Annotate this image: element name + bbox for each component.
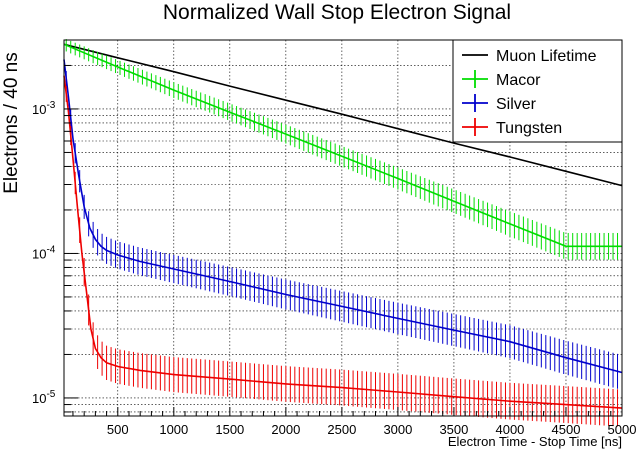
legend: Muon Lifetime Macor Silver Tungsten: [452, 39, 623, 143]
series-silver: [63, 59, 623, 389]
x-tick-label: 4000: [495, 422, 524, 437]
series-layer: [63, 39, 623, 427]
y-axis-label: Electrons / 40 ns: [1, 52, 22, 194]
x-axis-label: Electron Time - Stop Time [ns]: [448, 434, 622, 449]
series-error-bars: [65, 71, 619, 389]
x-tick-label: 2500: [327, 422, 356, 437]
x-tick-label: 500: [107, 422, 129, 437]
legend-label: Tungsten: [496, 120, 562, 137]
series-error-bars: [65, 85, 619, 427]
legend-label: Macor: [496, 72, 541, 89]
axes: 500 1000 1500 2000 2500 3000 3500 4000 4500 5000 1…: [32, 39, 637, 437]
series-line: [63, 43, 622, 248]
x-tick-label: 3000: [383, 422, 412, 437]
legend-label: Silver: [496, 96, 537, 113]
x-tick-label: 2000: [271, 422, 300, 437]
legend-box: [452, 39, 623, 143]
x-tick-label: 4500: [552, 422, 581, 437]
chart-title: Normalized Wall Stop Electron Signal: [163, 1, 511, 24]
series-macor: [63, 39, 622, 260]
series-line: [63, 43, 623, 187]
x-tick-label: 3500: [439, 422, 468, 437]
plot-frame: [63, 39, 623, 417]
x-tick-label: 1000: [159, 422, 188, 437]
y-tick-label: 10-5: [32, 389, 56, 406]
series-tungsten: [63, 75, 623, 427]
y-tick-label: 10-4: [32, 244, 56, 261]
x-tick-label: 1500: [215, 422, 244, 437]
series-line: [63, 75, 623, 409]
series-muon-lifetime: [63, 43, 623, 187]
y-tick-label: 10-3: [32, 100, 56, 117]
x-tick-label: 5000: [608, 422, 637, 437]
legend-label: Muon Lifetime: [496, 48, 597, 65]
series-error-bars: [65, 39, 619, 260]
